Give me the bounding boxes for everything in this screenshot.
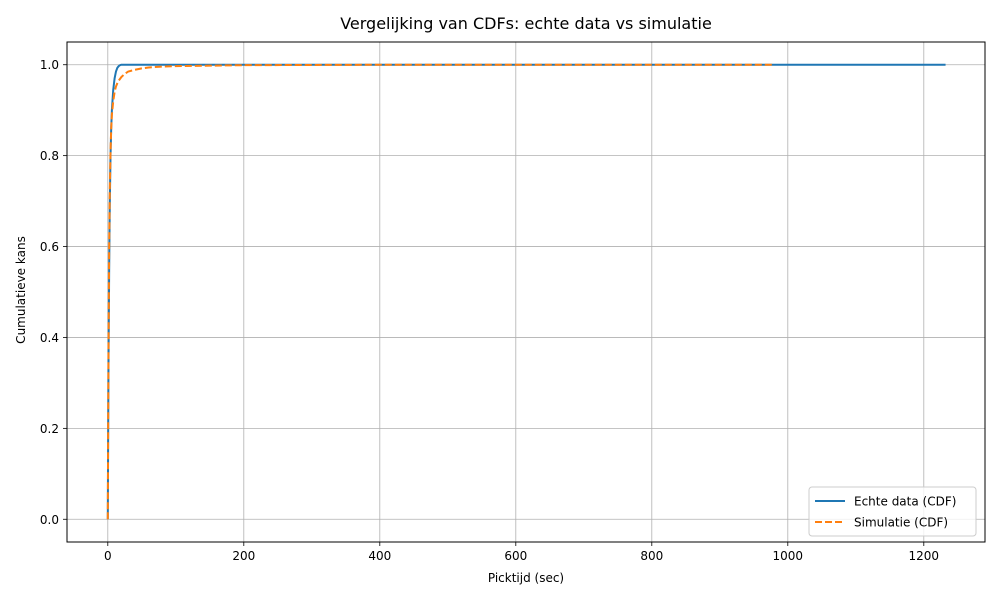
legend-label-simulatie: Simulatie (CDF) bbox=[854, 516, 948, 530]
x-tick-label: 1000 bbox=[773, 549, 804, 563]
x-tick-label: 0 bbox=[104, 549, 112, 563]
series-line-echte-data bbox=[106, 63, 946, 520]
legend-label-echte-data: Echte data (CDF) bbox=[854, 495, 956, 509]
y-tick-label: 1.0 bbox=[40, 58, 59, 72]
y-tick-label: 0.8 bbox=[40, 149, 59, 163]
x-axis-label: Picktijd (sec) bbox=[488, 571, 564, 585]
y-tick-label: 0.6 bbox=[40, 240, 59, 254]
y-axis-label: Cumulatieve kans bbox=[14, 236, 28, 344]
series-layer bbox=[106, 63, 946, 520]
y-tick-label: 0.0 bbox=[40, 513, 59, 527]
series-line-simulatie bbox=[106, 63, 773, 520]
x-tick-label: 400 bbox=[368, 549, 391, 563]
x-tick-label: 1200 bbox=[909, 549, 940, 563]
x-tick-label: 800 bbox=[640, 549, 663, 563]
axis-ticks: 0 200 400 600 800 1000 1200 0.0 0.2 0.4 0.6 0.8 1.0 bbox=[40, 58, 939, 563]
y-tick-label: 0.2 bbox=[40, 422, 59, 436]
plot-frame bbox=[66, 41, 986, 543]
legend-box bbox=[808, 486, 977, 537]
y-tick-label: 0.4 bbox=[40, 331, 59, 345]
x-tick-label: 200 bbox=[232, 549, 255, 563]
grid-lines bbox=[67, 42, 985, 542]
chart-title: Vergelijking van CDFs: echte data vs sim… bbox=[340, 14, 712, 33]
x-tick-label: 600 bbox=[504, 549, 527, 563]
legend: Echte data (CDF) Simulatie (CDF) bbox=[808, 486, 977, 537]
